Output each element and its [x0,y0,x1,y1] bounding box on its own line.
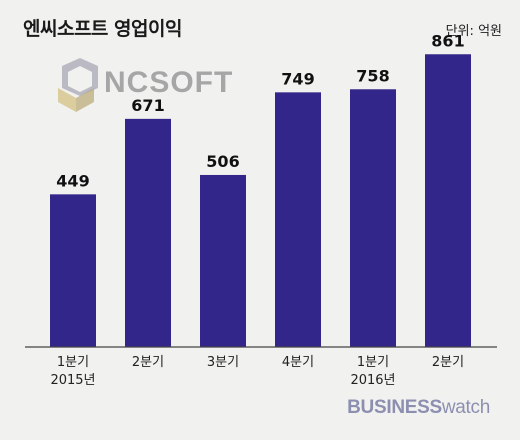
x-tick-label-4: 4분기 [282,355,314,370]
businesswatch-logo: BUSINESSwatch [347,397,490,418]
data-label-1: 449 [56,171,89,190]
year-label-5: 2016년 [350,373,395,388]
ncsoft-logo-icon [58,58,98,112]
data-label-5: 758 [356,66,389,85]
chart-title: 엔씨소프트 영업이익 [23,18,182,40]
x-tick-label-2: 2분기 [132,355,164,370]
bar-4 [275,92,321,347]
x-tick-label-5: 1분기 [357,355,389,370]
bar-6 [425,54,471,347]
bar-5 [350,89,396,347]
x-tick-label-6: 2분기 [432,355,464,370]
year-label-1: 2015년 [50,373,95,388]
ncsoft-logo-text: NCSOFT [104,66,233,99]
data-label-6: 861 [431,31,464,50]
x-tick-label-3: 3분기 [207,355,239,370]
unit-label: 단위: 억원 [445,24,502,39]
bar-3 [200,174,246,347]
data-label-4: 749 [281,69,314,88]
ncsoft-logo: NCSOFT [58,58,233,112]
data-label-2: 671 [131,96,164,115]
bar-2 [125,118,171,347]
x-tick-label-1: 1분기 [57,355,89,370]
bar-1 [50,194,96,347]
data-label-3: 506 [206,152,239,171]
